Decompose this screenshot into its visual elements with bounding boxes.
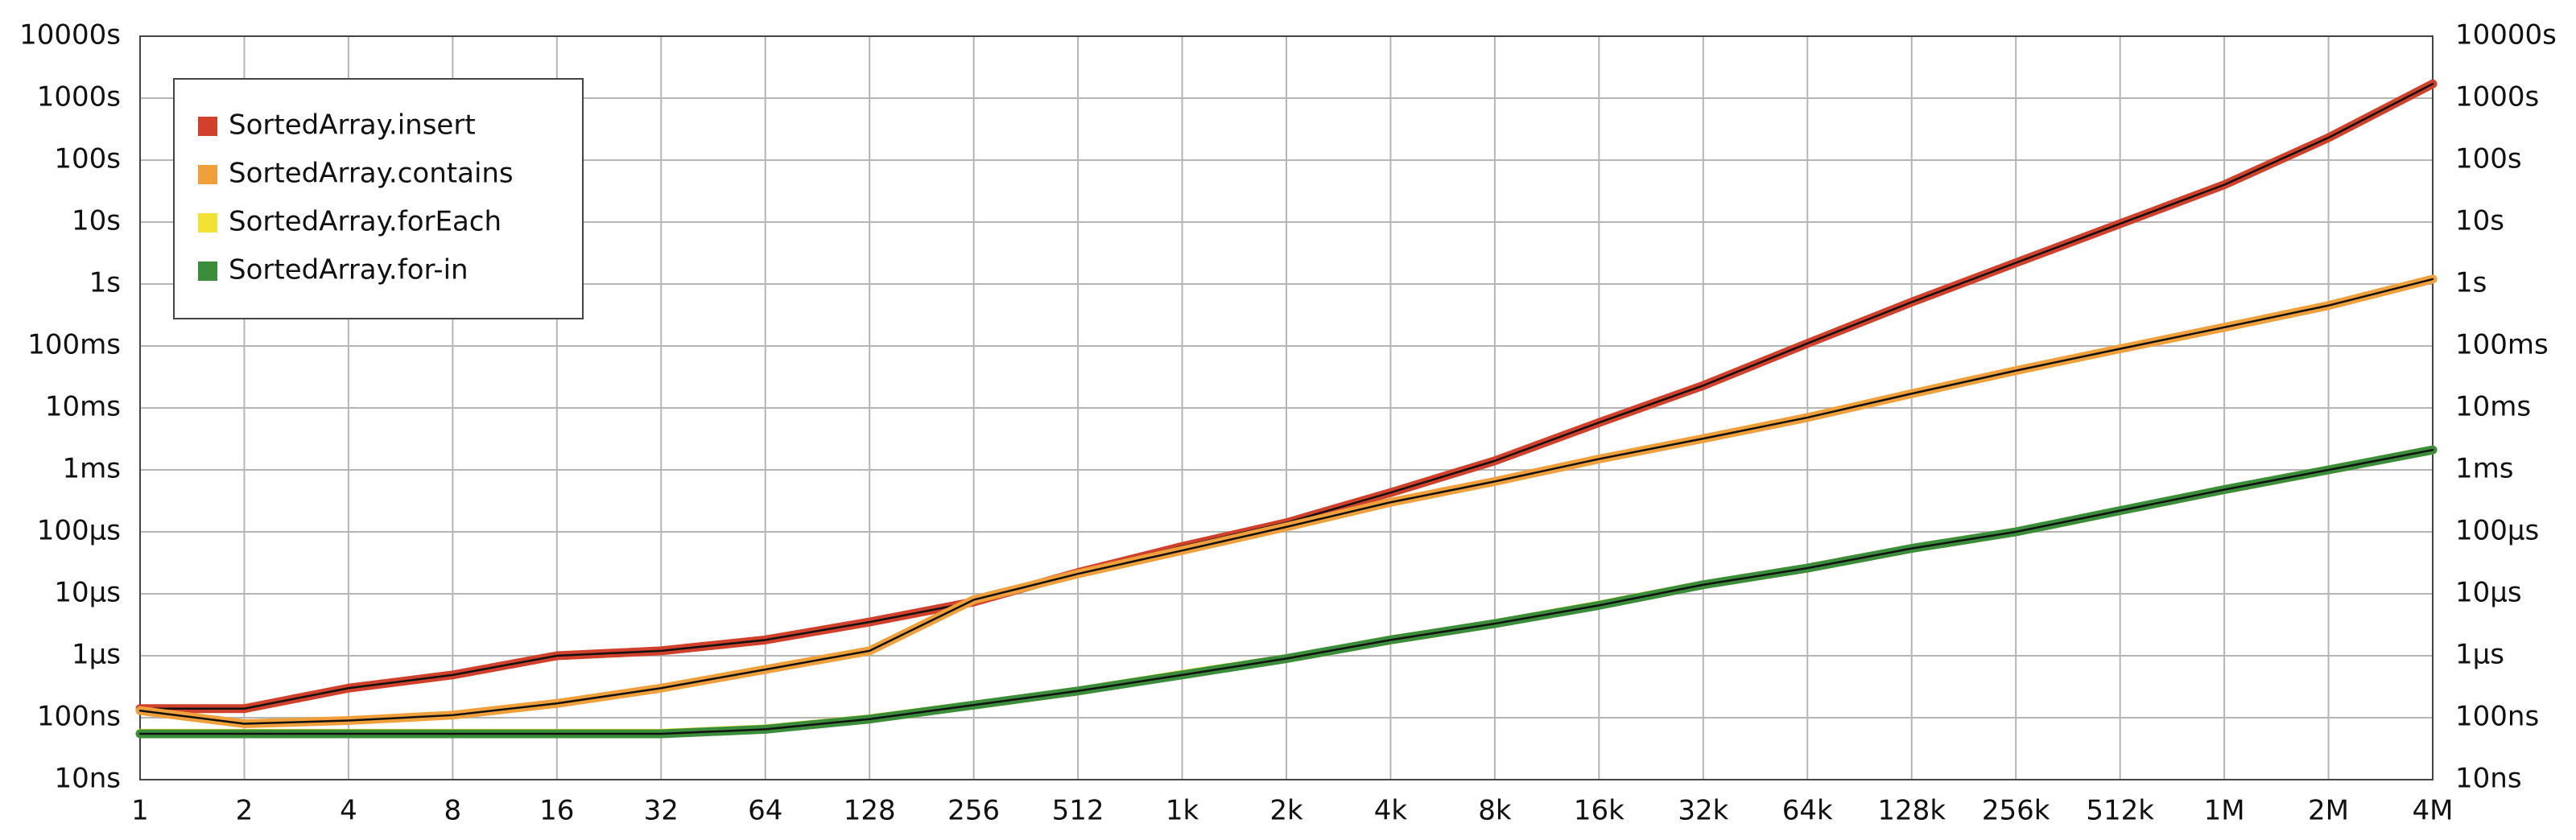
- plot-frame: [139, 35, 2434, 780]
- legend-swatch: [198, 261, 217, 281]
- x-tick-label: 1: [131, 795, 149, 827]
- y2-tick-label: 100µs: [2455, 515, 2539, 547]
- y2-tick-label: 1ms: [2455, 453, 2513, 485]
- y-tick-label: 1ms: [63, 453, 121, 485]
- x-tick-label: 8k: [1478, 795, 1512, 827]
- y-tick-label: 10s: [72, 205, 121, 237]
- series-line-core: [138, 278, 2434, 725]
- x-tick-label: 1M: [2204, 795, 2245, 827]
- y-tick-label: 100ns: [37, 701, 121, 733]
- legend-box: [173, 78, 584, 319]
- y2-tick-label: 1µs: [2455, 639, 2504, 671]
- y2-tick-label: 10ms: [2455, 391, 2531, 423]
- y2-tick-label: 100ms: [2455, 329, 2549, 361]
- legend-swatch: [198, 165, 217, 184]
- x-tick-label: 8: [444, 795, 462, 827]
- y2-tick-label: 100s: [2455, 143, 2522, 175]
- legend-label: SortedArray.forEach: [229, 206, 502, 238]
- x-tick-label: 2k: [1269, 795, 1303, 827]
- legend: SortedArray.insert SortedArray.contains So…: [173, 78, 584, 319]
- plot-lines: [135, 79, 2438, 739]
- x-tick-label: 128k: [1877, 795, 1946, 827]
- y-tick-label: 10ms: [45, 391, 121, 423]
- y2-tick-label: 10µs: [2455, 577, 2522, 609]
- x-tick-label: 2M: [2308, 795, 2349, 827]
- y2-tick-label: 1s: [2455, 267, 2487, 299]
- x-tick-label: 512: [1052, 795, 1104, 827]
- x-tick-label: 256: [947, 795, 1000, 827]
- y-tick-label: 10ns: [54, 763, 121, 795]
- y-tick-label: 100s: [54, 143, 121, 175]
- x-tick-label: 4: [340, 795, 357, 827]
- y-tick-label: 1µs: [72, 639, 121, 671]
- x-tick-label: 16: [539, 795, 574, 827]
- legend-label: SortedArray.for-in: [229, 254, 469, 286]
- x-tick-label: 4k: [1374, 795, 1408, 827]
- x-tick-label: 16k: [1574, 795, 1624, 827]
- y-tick-label: 100µs: [37, 515, 121, 547]
- legend-label: SortedArray.contains: [229, 158, 514, 190]
- legend-label: SortedArray.insert: [229, 109, 476, 142]
- x-tick-label: 512k: [2086, 795, 2154, 827]
- x-tick-label: 64k: [1782, 795, 1833, 827]
- x-tick-label: 32k: [1678, 795, 1728, 827]
- y-tick-label: 1s: [89, 267, 121, 299]
- x-tick-label: 4M: [2413, 795, 2454, 827]
- x-tick-label: 1k: [1166, 795, 1199, 827]
- x-tick-label: 2: [236, 795, 254, 827]
- legend-swatch: [198, 213, 217, 233]
- y2-tick-label: 10000s: [2455, 19, 2557, 51]
- x-tick-label: 128: [844, 795, 896, 827]
- y-tick-label: 10000s: [19, 19, 121, 51]
- x-tick-label: 64: [748, 795, 782, 827]
- y2-tick-label: 100ns: [2455, 701, 2539, 733]
- x-tick-label: 32: [644, 795, 679, 827]
- y2-tick-label: 10ns: [2455, 763, 2522, 795]
- series-line-core: [138, 448, 2434, 735]
- legend-swatch: [198, 117, 217, 136]
- y-tick-label: 100ms: [27, 329, 121, 361]
- x-tick-label: 256k: [1982, 795, 2050, 827]
- y2-tick-label: 10s: [2455, 205, 2504, 237]
- y2-tick-label: 1000s: [2455, 81, 2539, 113]
- y-tick-label: 10µs: [54, 577, 121, 609]
- axis-labels: 1 2 4 8 16 32 64 128 256 512 1k 2k 4k 8k 16k 32k 64k 128k…: [19, 19, 2557, 827]
- y-tick-label: 1000s: [37, 81, 121, 113]
